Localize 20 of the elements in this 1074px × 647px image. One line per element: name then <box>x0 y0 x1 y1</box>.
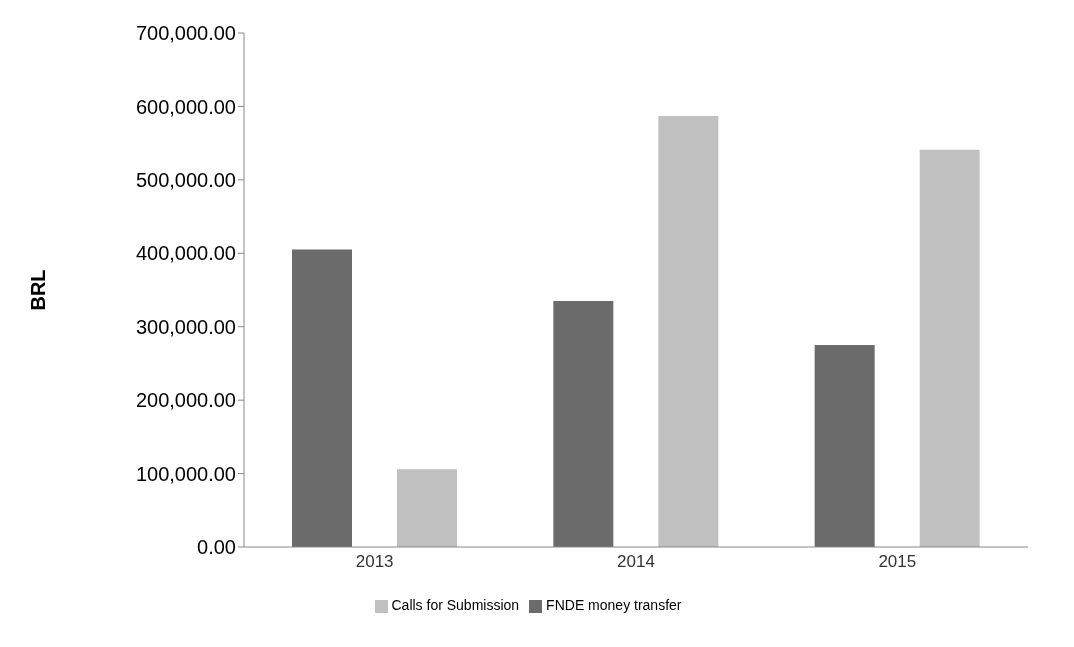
bar <box>919 149 980 547</box>
y-tick-label: 500,000.00 <box>135 168 236 191</box>
bar <box>292 249 352 547</box>
y-tick-label: 400,000.00 <box>135 242 236 265</box>
y-tick-label: 200,000.00 <box>135 389 236 412</box>
y-tick-label: 300,000.00 <box>135 315 236 338</box>
legend-label: FNDE money transfer <box>546 597 682 613</box>
y-tick-label: 100,000.00 <box>135 462 236 485</box>
y-tick-label: 700,000.00 <box>135 22 236 45</box>
legend-label: Calls for Submission <box>391 597 520 613</box>
y-tick-label: 600,000.00 <box>135 95 236 118</box>
y-axis-title: BRL <box>27 269 50 311</box>
x-tick-label: 2013 <box>355 552 394 572</box>
y-tick-label: 0.00 <box>197 536 236 559</box>
bar <box>658 115 719 547</box>
x-tick-label: 2014 <box>617 552 655 572</box>
bar <box>397 469 457 547</box>
bar <box>814 345 875 547</box>
bar <box>553 301 614 547</box>
x-tick-label: 2015 <box>878 552 917 572</box>
